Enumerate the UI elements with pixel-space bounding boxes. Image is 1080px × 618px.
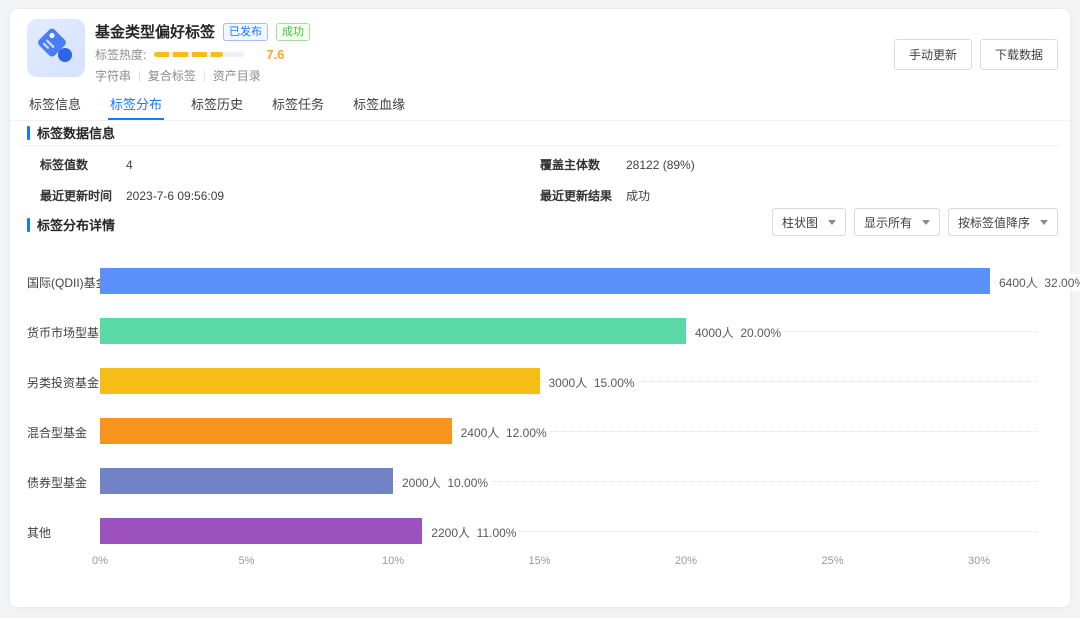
header-title-row: 基金类型偏好标签 已发布 成功	[95, 21, 310, 42]
manual-update-button[interactable]: 手动更新	[894, 39, 972, 70]
heat-progress-fill	[154, 52, 222, 57]
section-title-distribution: 标签分布详情	[37, 215, 115, 234]
field-value: 成功	[626, 189, 650, 203]
x-axis-tick: 5%	[239, 555, 255, 567]
field-label: 覆盖主体数	[540, 156, 626, 173]
tag-heat-row: 标签热度: 7.6	[95, 46, 284, 63]
x-axis-tick: 20%	[675, 555, 697, 567]
chart-type-select-value: 柱状图	[782, 214, 818, 231]
chart-type-select[interactable]: 柱状图	[772, 208, 846, 236]
tag-icon-glyph	[36, 28, 76, 68]
field-label: 最近更新结果	[540, 187, 626, 204]
section-header-data-info: 标签数据信息	[27, 123, 115, 142]
chart-row: 混合型基金 2400人 12.00%	[10, 402, 1070, 452]
tab-tag-info[interactable]: 标签信息	[27, 88, 83, 120]
section-title-data-info: 标签数据信息	[37, 123, 115, 142]
chart-bar[interactable]	[100, 468, 393, 494]
sort-order-select-value: 按标签值降序	[958, 214, 1030, 231]
field-tag-value-count: 标签值数4	[40, 156, 540, 174]
bar-chart: 国际(QDII)基金 6400人 32.00% 货币市场型基金 4000人 20…	[10, 252, 1070, 582]
category-label: 货币市场型基金	[27, 324, 111, 341]
chart-row: 货币市场型基金 4000人 20.00%	[10, 302, 1070, 352]
bar-value-label: 2000人 10.00%	[399, 474, 491, 491]
field-label: 最近更新时间	[40, 187, 126, 204]
heat-progress-bar	[154, 52, 244, 57]
tab-tag-distribution[interactable]: 标签分布	[108, 88, 164, 120]
chart-row: 债券型基金 2000人 10.00%	[10, 452, 1070, 502]
field-last-update-result: 最近更新结果成功	[540, 187, 1040, 205]
download-data-button[interactable]: 下载数据	[980, 39, 1058, 70]
tag-icon	[27, 19, 85, 77]
display-filter-select-value: 显示所有	[864, 214, 912, 231]
category-label: 国际(QDII)基金	[27, 274, 108, 291]
display-filter-select[interactable]: 显示所有	[854, 208, 940, 236]
chart-row: 另类投资基金 3000人 15.00%	[10, 352, 1070, 402]
field-value: 4	[126, 158, 133, 172]
published-status-badge: 已发布	[223, 23, 268, 41]
meta-asset-catalog: 资产目录	[213, 67, 261, 84]
category-label: 另类投资基金	[27, 374, 99, 391]
meta-tag-kind: 复合标签	[148, 67, 196, 84]
heat-value: 7.6	[266, 47, 284, 62]
field-value: 2023-7-6 09:56:09	[126, 189, 224, 203]
sort-order-select[interactable]: 按标签值降序	[948, 208, 1058, 236]
chart-bar[interactable]	[100, 368, 540, 394]
bar-value-label: 4000人 20.00%	[692, 324, 784, 341]
chevron-down-icon	[922, 220, 930, 225]
tab-bar: 标签信息 标签分布 标签历史 标签任务 标签血缘	[10, 88, 1070, 121]
tab-tag-history[interactable]: 标签历史	[189, 88, 245, 120]
x-axis-tick: 10%	[382, 555, 404, 567]
bar-value-label: 6400人 32.00%	[996, 274, 1080, 291]
tag-meta-row: 字符串 | 复合标签 | 资产目录	[95, 67, 261, 84]
tab-tag-lineage[interactable]: 标签血缘	[351, 88, 407, 120]
x-axis-tick: 15%	[528, 555, 550, 567]
tag-detail-card: 基金类型偏好标签 已发布 成功 标签热度: 7.6 字符串 | 复合标签 | 资…	[9, 8, 1071, 608]
category-label: 混合型基金	[27, 424, 87, 441]
chart-row: 其他 2200人 11.00%	[10, 502, 1070, 552]
x-axis: 0% 5% 10% 15% 20% 25% 30%	[10, 555, 1070, 569]
section-accent-bar	[27, 218, 30, 232]
field-last-update-time: 最近更新时间2023-7-6 09:56:09	[40, 187, 540, 205]
x-axis-tick: 25%	[821, 555, 843, 567]
header-actions: 手动更新 下载数据	[894, 39, 1058, 70]
chart-controls: 柱状图 显示所有 按标签值降序	[772, 208, 1058, 236]
field-covered-entities: 覆盖主体数28122 (89%)	[540, 156, 1040, 174]
meta-data-type: 字符串	[95, 67, 131, 84]
chart-row: 国际(QDII)基金 6400人 32.00%	[10, 252, 1070, 302]
x-axis-tick: 30%	[968, 555, 990, 567]
field-label: 标签值数	[40, 156, 126, 173]
data-info-fields: 标签值数4 覆盖主体数28122 (89%) 最近更新时间2023-7-6 09…	[40, 156, 1040, 205]
category-label: 其他	[27, 524, 51, 541]
chart-bar[interactable]	[100, 418, 452, 444]
chart-bar[interactable]	[100, 518, 422, 544]
field-value: 28122 (89%)	[626, 158, 695, 172]
section-accent-bar	[27, 126, 30, 140]
tab-tag-tasks[interactable]: 标签任务	[270, 88, 326, 120]
x-axis-tick: 0%	[92, 555, 108, 567]
page-title: 基金类型偏好标签	[95, 21, 215, 42]
bar-value-label: 2200人 11.00%	[428, 524, 519, 541]
meta-separator: |	[203, 70, 206, 82]
heat-label: 标签热度:	[95, 46, 146, 63]
chart-bar[interactable]	[100, 268, 990, 294]
section-divider	[20, 145, 1060, 146]
chevron-down-icon	[1040, 220, 1048, 225]
section-header-distribution: 标签分布详情	[27, 215, 115, 234]
category-label: 债券型基金	[27, 474, 87, 491]
bar-value-label: 3000人 15.00%	[546, 374, 638, 391]
chart-bar[interactable]	[100, 318, 686, 344]
success-status-badge: 成功	[276, 23, 310, 41]
bar-value-label: 2400人 12.00%	[458, 424, 550, 441]
meta-separator: |	[138, 70, 141, 82]
chevron-down-icon	[828, 220, 836, 225]
